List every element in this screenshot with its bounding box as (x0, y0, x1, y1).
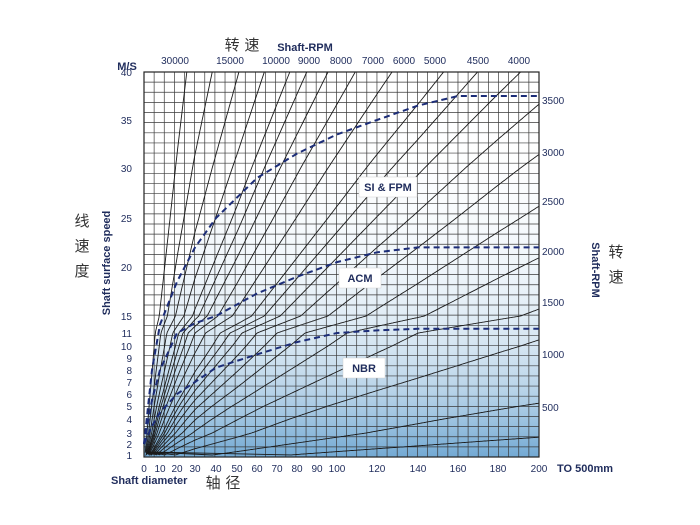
rpm-line (148, 72, 393, 457)
top-rpm-label: 8000 (330, 56, 353, 67)
top-rpm-label: 10000 (262, 56, 290, 67)
x-tick-label: 120 (369, 464, 386, 475)
x-tick-label: 40 (210, 464, 222, 475)
y-tick-label: 8 (126, 366, 132, 377)
rpm-line (148, 154, 539, 455)
bottom-extra-label: TO 500mm (557, 463, 613, 475)
top-rpm-label: 6000 (393, 56, 416, 67)
series-label-box (342, 357, 386, 379)
y-tick-label: 3 (126, 429, 132, 440)
x-tick-label: 20 (171, 464, 183, 475)
top-rpm-label: 15000 (216, 56, 244, 67)
rpm-line (148, 402, 539, 456)
right-rpm-label: 2500 (542, 197, 565, 208)
bottom-axis-label-cn: 轴 径 (206, 474, 241, 492)
y-tick-label: 11 (122, 329, 133, 340)
y-tick-label: 1 (126, 451, 132, 462)
top-rpm-label: 30000 (161, 56, 189, 67)
bottom-axis-label: Shaft diameter (111, 475, 188, 487)
rpm-line (147, 72, 308, 455)
rpm-line (148, 72, 522, 456)
x-tick-label: 80 (291, 464, 303, 475)
y-tick-label: 7 (126, 378, 132, 389)
y-tick-label: 20 (121, 263, 133, 274)
y-tick-label: 25 (121, 214, 133, 225)
y-tick-label: 4 (126, 415, 132, 426)
rpm-line (148, 339, 539, 456)
rpm-line (148, 72, 329, 454)
rpm-line (148, 72, 356, 455)
series-label: NBR (352, 363, 376, 375)
rpm-line (148, 436, 539, 456)
x-tick-label: 140 (410, 464, 427, 475)
rpm-line (148, 72, 445, 455)
top-axis-label-cn: 转 速 (225, 36, 260, 54)
y-tick-label: 15 (121, 312, 133, 323)
right-rpm-label: 3500 (542, 96, 565, 107)
top-rpm-label: 7000 (362, 56, 385, 67)
top-rpm-label: 4000 (508, 56, 531, 67)
rpm-line (148, 72, 479, 456)
series-label-box (338, 267, 382, 289)
limit-curves: SI & FPM ACM NBR (143, 95, 539, 445)
x-tick-label: 60 (251, 464, 263, 475)
top-rpm-label: 9000 (298, 56, 321, 67)
right-axis-label: Shaft-RPM (589, 242, 601, 298)
y-tick-label: 2 (126, 440, 132, 451)
x-tick-label: 30 (189, 464, 201, 475)
x-tick-label: 10 (154, 464, 166, 475)
x-tick-label: 200 (531, 464, 548, 475)
series-label: SI & FPM (364, 182, 412, 194)
series-label-box (358, 176, 418, 198)
rpm-line (146, 72, 291, 454)
y-tick-label: 6 (126, 390, 132, 401)
x-tick-label: 100 (329, 464, 346, 475)
rpm-line (146, 72, 265, 455)
y-tick-label: 35 (121, 116, 133, 127)
series-label: ACM (347, 273, 372, 285)
right-rpm-label: 1500 (542, 298, 565, 309)
zone-fill (144, 328, 539, 457)
limit-curve (143, 95, 539, 445)
x-tick-label: 0 (141, 464, 147, 475)
units-label: M/S (117, 61, 137, 73)
grid (143, 71, 540, 458)
top-rpm-label: 5000 (424, 56, 447, 67)
right-rpm-label: 3000 (542, 148, 565, 159)
y-tick-label: 5 (126, 402, 132, 413)
left-axis-label-cn: 线速度 (74, 212, 89, 280)
right-rpm-label: 500 (542, 403, 559, 414)
right-rpm-label: 2000 (542, 247, 565, 258)
x-tick-label: 90 (311, 464, 323, 475)
x-tick-label: 160 (450, 464, 467, 475)
rpm-line (148, 206, 539, 456)
y-tick-label: 10 (121, 342, 133, 353)
right-rpm-label: 1000 (542, 350, 565, 361)
top-axis-label: Shaft-RPM (277, 42, 333, 54)
left-axis-label: Shaft surface speed (101, 211, 113, 316)
y-tick-label: 40 (121, 68, 133, 79)
rpm-line (148, 257, 539, 456)
x-tick-label: 180 (490, 464, 507, 475)
limit-curve (143, 327, 539, 445)
limit-curve (143, 246, 539, 445)
rpm-lines (144, 72, 539, 457)
y-tick-label: 9 (126, 354, 132, 365)
rpm-line (145, 72, 213, 453)
x-tick-label: 70 (271, 464, 283, 475)
plot-border (143, 71, 540, 458)
y-tick-label: 30 (121, 164, 133, 175)
top-rpm-label: 4500 (467, 56, 490, 67)
x-tick-label: 50 (231, 464, 243, 475)
right-axis-label-cn: 转速 (608, 243, 623, 286)
